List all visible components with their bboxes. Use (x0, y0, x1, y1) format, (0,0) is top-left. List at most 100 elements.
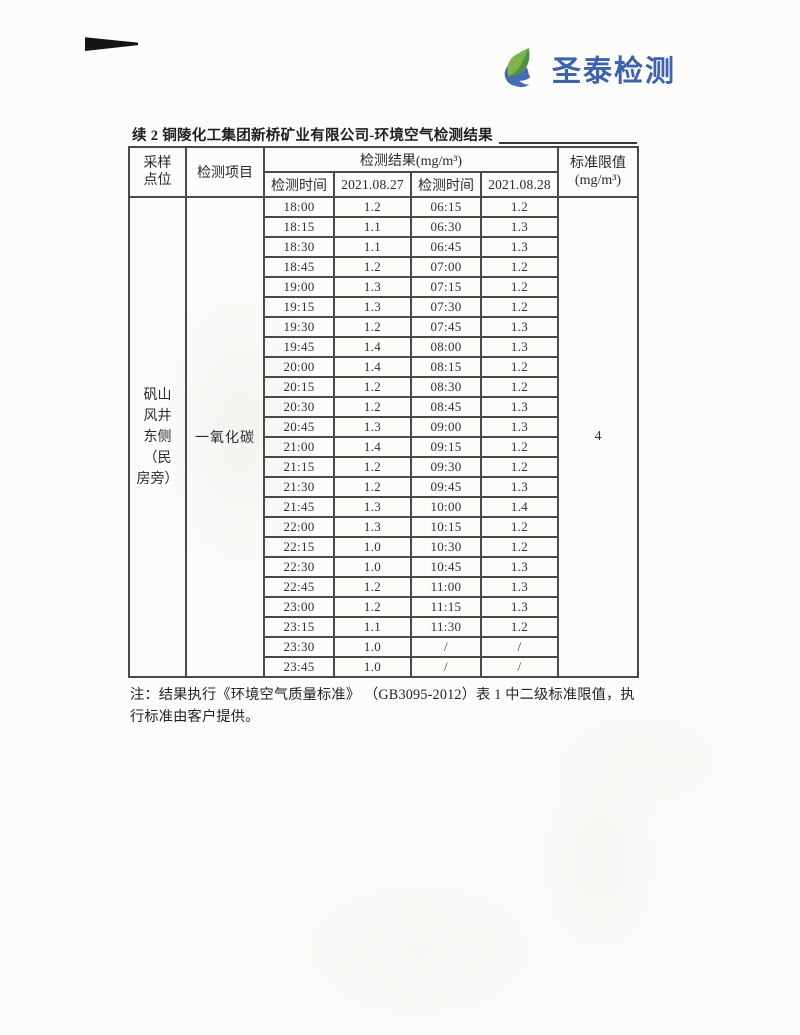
value-cell-day1: 1.2 (333, 576, 412, 598)
table-row: 22:45 1.2 11:00 1.3 (129, 576, 638, 598)
sampling-point-cell: 矾山 风井 东侧 （民 房旁） (128, 196, 187, 678)
value-cell-day1: 1.2 (333, 596, 412, 618)
value-cell-day1: 1.2 (333, 316, 412, 338)
company-logo-text: 圣泰检测 (552, 55, 677, 89)
time-cell-day2: / (410, 636, 482, 658)
value-cell-day1: 1.0 (333, 636, 412, 658)
time-cell-day2: 08:45 (410, 396, 482, 418)
time-cell-day1: 21:30 (263, 476, 335, 498)
time-cell-day2: 06:30 (410, 216, 482, 238)
table-row: 矾山 风井 东侧 （民 房旁） 一氧化碳 18:00 1.2 06:15 1.2… (128, 196, 640, 678)
page-title: 续 2 铜陵化工集团新桥矿业有限公司-环境空气检测结果 (132, 128, 493, 144)
time-cell-day1: 23:45 (263, 656, 335, 678)
table-row: 23:00 1.2 11:15 1.3 (129, 596, 638, 618)
leaf-logo-icon (504, 47, 531, 88)
header-sampling-point: 采样 点位 (128, 146, 187, 198)
time-cell-day2: 08:00 (410, 336, 482, 358)
time-cell-day2: 10:00 (410, 496, 482, 518)
time-cell-day2: 07:00 (410, 256, 482, 278)
table-row: 21:30 1.2 09:45 1.3 (129, 476, 638, 498)
table-row: 22:00 1.3 10:15 1.2 (129, 516, 638, 538)
time-cell-day2: 07:15 (410, 276, 482, 298)
scan-artifact-wedge (85, 37, 138, 51)
value-cell-day1: 1.3 (333, 516, 412, 538)
time-cell-day2: 09:00 (410, 416, 482, 438)
table-row: 23:45 1.0 / / (129, 656, 638, 678)
value-cell-day2: 1.2 (479, 256, 560, 278)
time-cell-day1: 18:30 (263, 236, 335, 258)
value-cell-day1: 1.2 (333, 456, 412, 478)
table-row: 19:45 1.4 08:00 1.3 (129, 336, 638, 358)
value-cell-day1: 1.2 (333, 476, 412, 498)
time-cell-day1: 22:00 (263, 516, 335, 538)
time-cell-day2: 07:30 (410, 296, 482, 318)
value-cell-day1: 1.1 (333, 216, 412, 238)
table-row: 23:30 1.0 / / (129, 636, 638, 658)
value-cell-day1: 1.1 (333, 616, 412, 638)
value-cell-day2: 1.3 (479, 576, 560, 598)
header-standard-limit: 标准限值 (mg/m³) (557, 146, 640, 198)
time-cell-day1: 19:15 (263, 296, 335, 318)
time-cell-day2: 10:45 (410, 556, 482, 578)
report-body: 续 2 铜陵化工集团新桥矿业有限公司-环境空气检测结果 采样 点位 检测项目 检… (128, 120, 640, 728)
value-cell-day1: 1.1 (333, 236, 412, 258)
table-row: 18:30 1.1 06:45 1.3 (129, 236, 638, 258)
value-cell-day1: 1.2 (333, 196, 412, 218)
table-row: 22:30 1.0 10:45 1.3 (129, 556, 638, 578)
table-row: 21:45 1.3 10:00 1.4 (129, 496, 638, 518)
time-cell-day2: 09:15 (410, 436, 482, 458)
time-cell-day1: 19:00 (263, 276, 335, 298)
value-cell-day2: 1.3 (479, 216, 560, 238)
value-cell-day2: 1.2 (479, 356, 560, 378)
value-cell-day1: 1.3 (333, 496, 412, 518)
header-time-day1: 检测时间 (263, 171, 335, 198)
value-cell-day1: 1.3 (333, 276, 412, 298)
time-cell-day1: 19:45 (263, 336, 335, 358)
time-cell-day1: 22:45 (263, 576, 335, 598)
value-cell-day1: 1.4 (333, 436, 412, 458)
table-row: 23:15 1.1 11:30 1.2 (129, 616, 638, 638)
value-cell-day1: 1.2 (333, 376, 412, 398)
value-cell-day1: 1.4 (333, 356, 412, 378)
time-cell-day2: 10:30 (410, 536, 482, 558)
time-cell-day1: 23:00 (263, 596, 335, 618)
header-date-day1: 2021.08.27 (333, 171, 412, 198)
value-cell-day1: 1.2 (333, 396, 412, 418)
table-row: 22:15 1.0 10:30 1.2 (129, 536, 638, 558)
time-cell-day2: 06:45 (410, 236, 482, 258)
time-cell-day2: 06:15 (410, 196, 482, 218)
table-row: 18:15 1.1 06:30 1.3 (129, 216, 638, 238)
time-cell-day1: 20:45 (263, 416, 335, 438)
air-quality-results-table: 采样 点位 检测项目 检测结果(mg/m³) 标准限值 (mg/m³) 检测时间… (128, 146, 640, 678)
table-row: 19:15 1.3 07:30 1.2 (129, 296, 638, 318)
footnote: 注：结果执行《环境空气质量标准》 （GB3095-2012）表 1 中二级标准限… (130, 687, 635, 725)
value-cell-day2: 1.2 (479, 436, 560, 458)
value-cell-day2: 1.2 (479, 376, 560, 398)
value-cell-day2: 1.2 (479, 276, 560, 298)
time-cell-day2: 09:30 (410, 456, 482, 478)
table-row: 21:15 1.2 09:30 1.2 (129, 456, 638, 478)
value-cell-day2: 1.2 (479, 456, 560, 478)
table-row: 20:30 1.2 08:45 1.3 (129, 396, 638, 418)
value-cell-day2: 1.2 (479, 616, 560, 638)
time-cell-day1: 23:30 (263, 636, 335, 658)
table-row: 19:30 1.2 07:45 1.3 (129, 316, 638, 338)
value-cell-day2: 1.3 (479, 556, 560, 578)
time-cell-day2: 10:15 (410, 516, 482, 538)
time-cell-day1: 22:15 (263, 536, 335, 558)
table-row: 18:45 1.2 07:00 1.2 (129, 256, 638, 278)
value-cell-day2: 1.2 (479, 536, 560, 558)
value-cell-day2: 1.2 (479, 196, 560, 218)
title-underline (498, 142, 637, 144)
standard-limit-cell: 4 (557, 196, 640, 678)
value-cell-day2: 1.4 (479, 496, 560, 518)
value-cell-day2: 1.2 (479, 296, 560, 318)
value-cell-day2: 1.3 (479, 476, 560, 498)
time-cell-day2: 11:30 (410, 616, 482, 638)
value-cell-day1: 1.0 (333, 556, 412, 578)
time-cell-day1: 21:00 (263, 436, 335, 458)
table-row: 20:45 1.3 09:00 1.3 (129, 416, 638, 438)
header-test-item: 检测项目 (185, 146, 265, 198)
table-row: 20:15 1.2 08:30 1.2 (129, 376, 638, 398)
time-cell-day1: 18:15 (263, 216, 335, 238)
